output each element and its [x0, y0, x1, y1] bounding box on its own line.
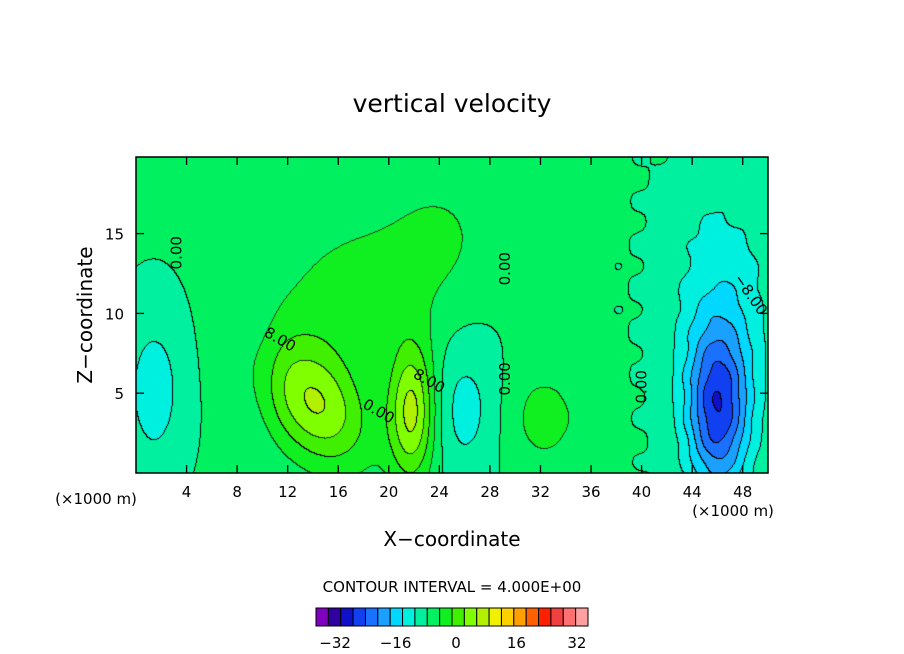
x-unit-label-right: (×1000 m) [692, 502, 774, 520]
colorbar-swatch [315, 607, 329, 627]
colorbar-swatch [364, 607, 379, 627]
colorbar-swatch [426, 607, 441, 627]
colorbar-swatch [538, 607, 552, 627]
colorbar-tick-label: 32 [567, 634, 586, 652]
plot-frame [135, 156, 769, 474]
x-tick-label: 32 [531, 483, 550, 501]
colorbar-swatch [340, 607, 354, 627]
x-tick-label: 12 [278, 483, 297, 501]
colorbar-swatch [439, 607, 453, 627]
colorbar-swatch [562, 607, 577, 627]
colorbar-swatch [402, 607, 416, 627]
x-axis-label: X−coordinate [383, 527, 520, 551]
y-axis-label: Z−coordinate [73, 246, 97, 383]
x-tick-label: 36 [581, 483, 600, 501]
velocity-field [136, 157, 768, 473]
x-tick-label: 4 [182, 483, 192, 501]
colorbar-tick-label: −16 [380, 634, 412, 652]
colorbar-swatch [525, 607, 540, 627]
contour-interval-label: CONTOUR INTERVAL = 4.000E+00 [323, 578, 582, 596]
x-tick-label: 44 [683, 483, 702, 501]
colorbar-swatch [389, 607, 404, 627]
colorbar-swatch [488, 607, 502, 627]
colorbar-swatch [513, 607, 527, 627]
contour-label: 0.00 [496, 362, 514, 395]
x-tick-label: 40 [632, 483, 651, 501]
colorbar-swatch [550, 607, 564, 627]
x-tick-label: 16 [329, 483, 348, 501]
colorbar-swatch [500, 607, 515, 627]
y-tick-label: 5 [114, 385, 124, 403]
colorbar-swatch [327, 607, 342, 627]
contour-label: 0.00 [496, 252, 514, 285]
y-tick-label: 15 [105, 226, 124, 244]
colorbar-swatch [414, 607, 428, 627]
x-tick-label: 24 [430, 483, 449, 501]
colorbar-tick-label: 0 [451, 634, 461, 652]
x-tick-label: 28 [480, 483, 499, 501]
contour-label: 0.00 [633, 370, 651, 403]
colorbar-swatch [463, 607, 478, 627]
x-tick-label: 8 [232, 483, 242, 501]
chart-title: vertical velocity [353, 89, 552, 118]
colorbar-swatch [476, 607, 490, 627]
contour-label: 0.00 [168, 236, 186, 269]
colorbar-tick-label: −32 [319, 634, 351, 652]
colorbar-swatch [575, 607, 589, 627]
x-axis: 4 8 12 16 20 24 28 32 36 40 44 48 [182, 157, 752, 501]
colorbar-swatch [451, 607, 465, 627]
colorbar-swatch [377, 607, 391, 627]
x-tick-label: 48 [733, 483, 752, 501]
x-unit-label-left: (×1000 m) [55, 490, 137, 508]
colorbar-swatch [352, 607, 366, 627]
colorbar-tick-label: 16 [507, 634, 526, 652]
y-axis: 5 10 15 [105, 226, 768, 403]
x-tick-label: 20 [379, 483, 398, 501]
colorbar: −32 −16 0 16 32 [315, 607, 589, 652]
y-tick-label: 10 [105, 305, 124, 323]
